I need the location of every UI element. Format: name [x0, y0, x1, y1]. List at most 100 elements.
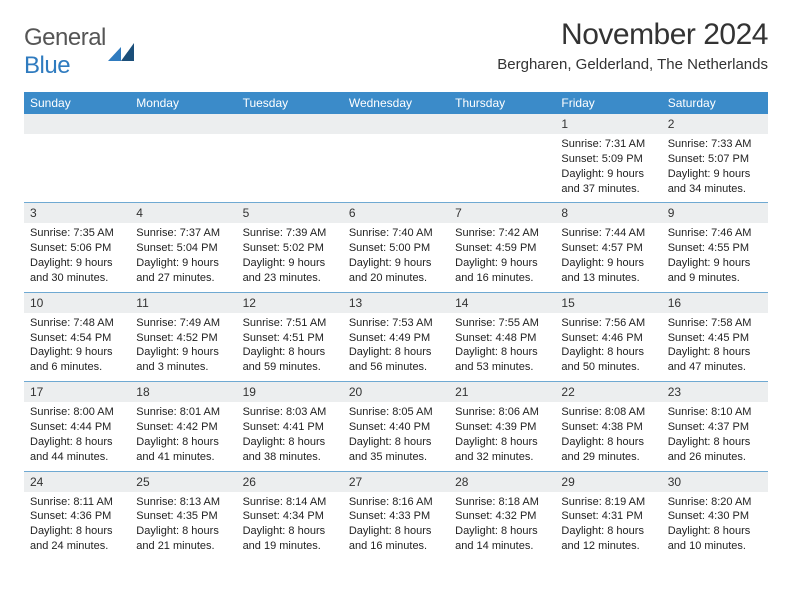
sunset-text: Sunset: 4:48 PM — [455, 331, 549, 346]
day-detail: Sunrise: 8:06 AMSunset: 4:39 PMDaylight:… — [449, 402, 555, 470]
sunset-text: Sunset: 5:00 PM — [349, 241, 443, 256]
day-detail: Sunrise: 7:42 AMSunset: 4:59 PMDaylight:… — [449, 223, 555, 291]
sunset-text: Sunset: 4:41 PM — [243, 420, 337, 435]
sunset-text: Sunset: 4:55 PM — [668, 241, 762, 256]
day-detail: Sunrise: 7:48 AMSunset: 4:54 PMDaylight:… — [24, 313, 130, 381]
sunrise-text: Sunrise: 8:06 AM — [455, 405, 549, 420]
sunset-text: Sunset: 4:44 PM — [30, 420, 124, 435]
day-number: 5 — [237, 202, 343, 223]
day-number: 14 — [449, 292, 555, 313]
day-header: Monday — [130, 92, 236, 114]
day-number: 2 — [662, 114, 768, 134]
logo-text-blue: Blue — [24, 52, 70, 79]
logo-text: General Blue — [24, 24, 106, 80]
sunset-text: Sunset: 5:04 PM — [136, 241, 230, 256]
sunset-text: Sunset: 4:35 PM — [136, 509, 230, 524]
day-detail: Sunrise: 8:10 AMSunset: 4:37 PMDaylight:… — [662, 402, 768, 470]
sunrise-text: Sunrise: 7:58 AM — [668, 316, 762, 331]
daylight-text: Daylight: 8 hours and 19 minutes. — [243, 524, 337, 554]
sunrise-text: Sunrise: 7:53 AM — [349, 316, 443, 331]
daylight-text: Daylight: 8 hours and 12 minutes. — [561, 524, 655, 554]
daylight-text: Daylight: 8 hours and 50 minutes. — [561, 345, 655, 375]
sunset-text: Sunset: 4:57 PM — [561, 241, 655, 256]
day-detail: Sunrise: 8:00 AMSunset: 4:44 PMDaylight:… — [24, 402, 130, 470]
sunset-text: Sunset: 4:49 PM — [349, 331, 443, 346]
sunset-text: Sunset: 4:30 PM — [668, 509, 762, 524]
sunrise-text: Sunrise: 8:13 AM — [136, 495, 230, 510]
daylight-text: Daylight: 9 hours and 3 minutes. — [136, 345, 230, 375]
day-detail: Sunrise: 8:08 AMSunset: 4:38 PMDaylight:… — [555, 402, 661, 470]
day-header: Friday — [555, 92, 661, 114]
sunrise-text: Sunrise: 7:35 AM — [30, 226, 124, 241]
sunrise-text: Sunrise: 8:08 AM — [561, 405, 655, 420]
day-number: 22 — [555, 381, 661, 402]
logo-text-general: General — [24, 24, 106, 51]
day-number — [24, 114, 130, 134]
day-number: 15 — [555, 292, 661, 313]
day-number: 6 — [343, 202, 449, 223]
daylight-text: Daylight: 8 hours and 26 minutes. — [668, 435, 762, 465]
logo-icon — [108, 43, 134, 61]
day-detail: Sunrise: 8:11 AMSunset: 4:36 PMDaylight:… — [24, 492, 130, 560]
sunrise-text: Sunrise: 7:31 AM — [561, 137, 655, 152]
day-detail: Sunrise: 7:46 AMSunset: 4:55 PMDaylight:… — [662, 223, 768, 291]
sunrise-text: Sunrise: 7:40 AM — [349, 226, 443, 241]
sunrise-text: Sunrise: 7:49 AM — [136, 316, 230, 331]
sunset-text: Sunset: 4:31 PM — [561, 509, 655, 524]
sunrise-text: Sunrise: 7:37 AM — [136, 226, 230, 241]
sunset-text: Sunset: 4:42 PM — [136, 420, 230, 435]
day-detail: Sunrise: 8:03 AMSunset: 4:41 PMDaylight:… — [237, 402, 343, 470]
day-detail: Sunrise: 8:13 AMSunset: 4:35 PMDaylight:… — [130, 492, 236, 560]
day-number: 10 — [24, 292, 130, 313]
day-detail: Sunrise: 7:37 AMSunset: 5:04 PMDaylight:… — [130, 223, 236, 291]
title-block: November 2024 Bergharen, Gelderland, The… — [497, 18, 768, 73]
header: General Blue November 2024 Bergharen, Ge… — [24, 18, 768, 80]
day-detail — [237, 134, 343, 158]
sunrise-text: Sunrise: 8:05 AM — [349, 405, 443, 420]
day-detail: Sunrise: 7:39 AMSunset: 5:02 PMDaylight:… — [237, 223, 343, 291]
day-detail: Sunrise: 7:35 AMSunset: 5:06 PMDaylight:… — [24, 223, 130, 291]
sunrise-text: Sunrise: 7:48 AM — [30, 316, 124, 331]
day-detail: Sunrise: 7:40 AMSunset: 5:00 PMDaylight:… — [343, 223, 449, 291]
daylight-text: Daylight: 8 hours and 59 minutes. — [243, 345, 337, 375]
day-detail — [130, 134, 236, 158]
sunset-text: Sunset: 4:54 PM — [30, 331, 124, 346]
sunrise-text: Sunrise: 7:42 AM — [455, 226, 549, 241]
day-number: 4 — [130, 202, 236, 223]
sunset-text: Sunset: 4:32 PM — [455, 509, 549, 524]
day-detail: Sunrise: 8:16 AMSunset: 4:33 PMDaylight:… — [343, 492, 449, 560]
day-number: 18 — [130, 381, 236, 402]
daylight-text: Daylight: 8 hours and 16 minutes. — [349, 524, 443, 554]
day-detail: Sunrise: 8:05 AMSunset: 4:40 PMDaylight:… — [343, 402, 449, 470]
daylight-text: Daylight: 8 hours and 41 minutes. — [136, 435, 230, 465]
day-detail — [449, 134, 555, 158]
day-number — [130, 114, 236, 134]
sunrise-text: Sunrise: 8:11 AM — [30, 495, 124, 510]
daylight-text: Daylight: 9 hours and 16 minutes. — [455, 256, 549, 286]
sunset-text: Sunset: 4:38 PM — [561, 420, 655, 435]
day-number: 25 — [130, 471, 236, 492]
daylight-text: Daylight: 8 hours and 14 minutes. — [455, 524, 549, 554]
daylight-text: Daylight: 8 hours and 35 minutes. — [349, 435, 443, 465]
day-detail: Sunrise: 8:14 AMSunset: 4:34 PMDaylight:… — [237, 492, 343, 560]
sunrise-text: Sunrise: 7:56 AM — [561, 316, 655, 331]
day-detail: Sunrise: 7:49 AMSunset: 4:52 PMDaylight:… — [130, 313, 236, 381]
day-header: Thursday — [449, 92, 555, 114]
day-detail: Sunrise: 7:33 AMSunset: 5:07 PMDaylight:… — [662, 134, 768, 202]
day-number — [237, 114, 343, 134]
sunset-text: Sunset: 4:34 PM — [243, 509, 337, 524]
day-detail: Sunrise: 8:19 AMSunset: 4:31 PMDaylight:… — [555, 492, 661, 560]
sunset-text: Sunset: 4:39 PM — [455, 420, 549, 435]
sunset-text: Sunset: 4:36 PM — [30, 509, 124, 524]
day-number: 24 — [24, 471, 130, 492]
day-number: 17 — [24, 381, 130, 402]
sunrise-text: Sunrise: 7:46 AM — [668, 226, 762, 241]
logo: General Blue — [24, 24, 134, 80]
day-detail: Sunrise: 8:20 AMSunset: 4:30 PMDaylight:… — [662, 492, 768, 560]
day-detail: Sunrise: 7:56 AMSunset: 4:46 PMDaylight:… — [555, 313, 661, 381]
daylight-text: Daylight: 9 hours and 13 minutes. — [561, 256, 655, 286]
day-header: Wednesday — [343, 92, 449, 114]
daylight-text: Daylight: 8 hours and 24 minutes. — [30, 524, 124, 554]
sunset-text: Sunset: 5:02 PM — [243, 241, 337, 256]
sunrise-text: Sunrise: 8:00 AM — [30, 405, 124, 420]
